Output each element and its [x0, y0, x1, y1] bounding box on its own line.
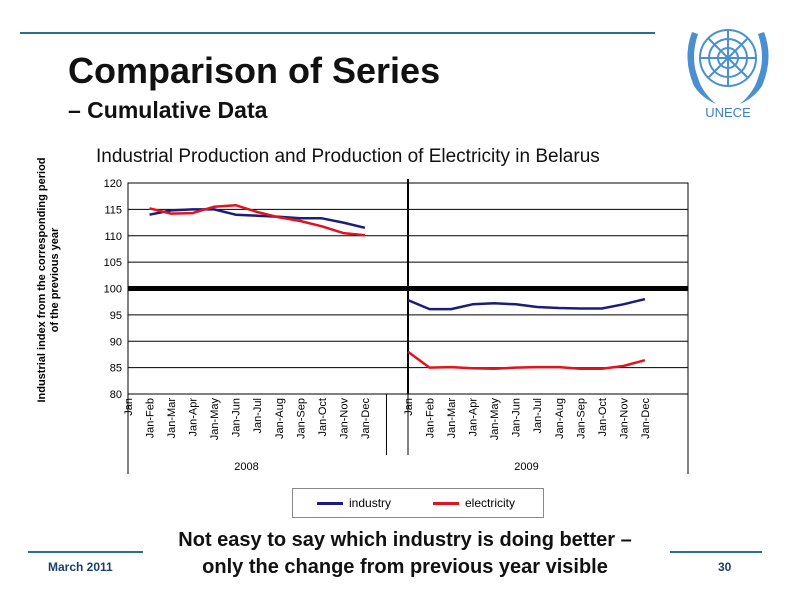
x-tick-label: Jan-Jun	[231, 398, 243, 437]
footer-rule-right	[670, 551, 762, 553]
y-tick-label: 110	[104, 231, 122, 243]
x-tick-label: Jan-Mar	[446, 398, 458, 439]
x-tick-label: Jan-Sep	[575, 398, 587, 439]
y-tick-label: 80	[110, 389, 122, 401]
chart-title: Industrial Production and Production of …	[96, 146, 600, 167]
slide-note: Not easy to say which industry is doing …	[140, 527, 670, 581]
slide-subtitle: – Cumulative Data	[68, 97, 268, 123]
x-tick-label: Jan-Apr	[468, 398, 480, 437]
series-line-electricity-2009	[407, 350, 646, 370]
x-tick-label: Jan-Jul	[252, 398, 264, 433]
x-tick-label: Jan-Mar	[166, 398, 178, 439]
x-tick-label: Jan	[123, 398, 135, 416]
x-tick-label: Jan-Nov	[618, 398, 630, 439]
x-tick-label: Jan	[403, 398, 415, 416]
x-tick-label: Jan-Nov	[338, 398, 350, 439]
x-tick-label: Jan-Oct	[317, 398, 329, 437]
x-tick-label: Jan-Aug	[554, 398, 566, 439]
x-tick-label: Jan-Feb	[145, 398, 157, 438]
x-tick-label: Jan-Aug	[274, 398, 286, 439]
page-number: 30	[718, 560, 732, 574]
series-line-electricity-2008	[149, 203, 366, 237]
footer-rule-left	[28, 551, 143, 553]
legend-item-electricity: electricity	[433, 496, 515, 510]
y-tick-label: 100	[104, 284, 122, 296]
x-tick-label: Jan-Dec	[360, 398, 372, 439]
y-tick-label: 95	[110, 310, 122, 322]
y-tick-label: 115	[104, 204, 122, 216]
y-tick-label: 85	[110, 363, 122, 375]
y-tick-label: 90	[110, 336, 122, 348]
year-label-2009: 2009	[514, 461, 538, 473]
legend-swatch-electricity	[433, 501, 459, 505]
legend-item-industry: industry	[317, 496, 391, 510]
legend: industry electricity	[292, 488, 544, 518]
slide-note-line-2: only the change from previous year visib…	[202, 556, 608, 578]
x-tick-label: Jan-Jul	[532, 398, 544, 433]
logo-text: UNECE	[705, 105, 751, 120]
footer-date: March 2011	[48, 560, 113, 574]
y-tick-label: 120	[104, 178, 122, 190]
x-tick-label: Jan-Feb	[425, 398, 437, 438]
x-tick-label: Jan-Jun	[511, 398, 523, 437]
x-tick-label: Jan-Sep	[295, 398, 307, 439]
legend-swatch-industry	[317, 501, 343, 505]
x-tick-label: Jan-Dec	[640, 398, 652, 439]
slide-note-line-1: Not easy to say which industry is doing …	[178, 529, 632, 551]
y-tick-label: 105	[104, 257, 122, 269]
x-tick-label: Jan-May	[209, 398, 221, 441]
unece-logo: UNECE	[687, 29, 769, 120]
x-tick-label: Jan-Apr	[188, 398, 200, 437]
legend-label-industry: industry	[349, 496, 392, 510]
series-line-industry-2009	[407, 297, 646, 311]
year-label-2008: 2008	[234, 461, 258, 473]
top-rule	[20, 32, 655, 34]
x-tick-label: Jan-May	[489, 398, 501, 441]
legend-label-electricity: electricity	[465, 496, 516, 510]
slide-title: Comparison of Series	[68, 50, 441, 91]
x-tick-label: Jan-Oct	[597, 398, 609, 437]
series-line-industry-2008	[149, 208, 366, 230]
